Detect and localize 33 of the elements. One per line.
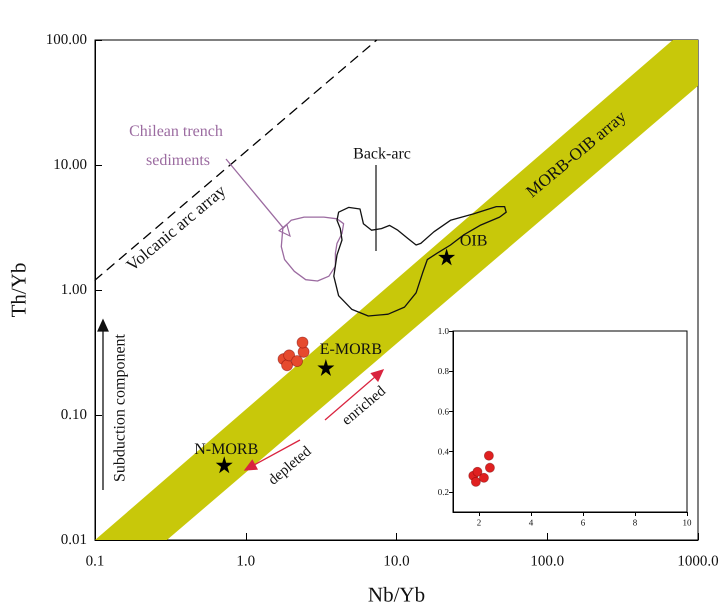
y-tick-label: 1.00	[60, 282, 87, 298]
x-tick-label: 10	[682, 518, 692, 528]
point	[472, 466, 482, 477]
annotation: Subduction component	[112, 333, 128, 482]
y-tick-label: 100.00	[46, 32, 87, 48]
y-tick-label: 0.01	[60, 532, 87, 548]
x-tick-label: 0.1	[86, 554, 104, 570]
x-axis-title: Nb/Yb	[368, 582, 426, 606]
x-tick-label: 10.0	[383, 554, 410, 570]
y-tick-label: 0.10	[60, 407, 87, 423]
y-tick-label: 1.0	[438, 326, 450, 336]
y-tick-label: 0.8	[438, 366, 450, 376]
annotation: N-MORB	[194, 441, 258, 458]
x-tick-label: 4	[528, 518, 534, 528]
y-tick-label: 0.2	[438, 486, 449, 497]
x-tick-label: 8	[632, 518, 638, 528]
point	[484, 450, 494, 461]
point	[485, 462, 495, 473]
annotation: Chilean trench sediments	[129, 123, 227, 169]
x-tick-label: 6	[580, 518, 586, 528]
x-tick-label: 2	[476, 518, 482, 528]
x-tick-label: 1000.0	[677, 554, 719, 570]
y-tick-label: 0.4	[438, 446, 450, 457]
annotation: Back-arc	[353, 146, 411, 162]
y-axis-title: Th/Yb	[6, 262, 30, 318]
y-tick-label: 0.6	[438, 406, 450, 416]
x-tick-label: 100.0	[530, 554, 564, 570]
annotation: OIB	[460, 232, 488, 250]
point	[479, 472, 489, 483]
annotation: E-MORB	[320, 340, 382, 358]
point	[470, 476, 481, 487]
x-tick-label: 1.0	[236, 554, 256, 570]
y-tick-label: 10.00	[53, 157, 87, 173]
